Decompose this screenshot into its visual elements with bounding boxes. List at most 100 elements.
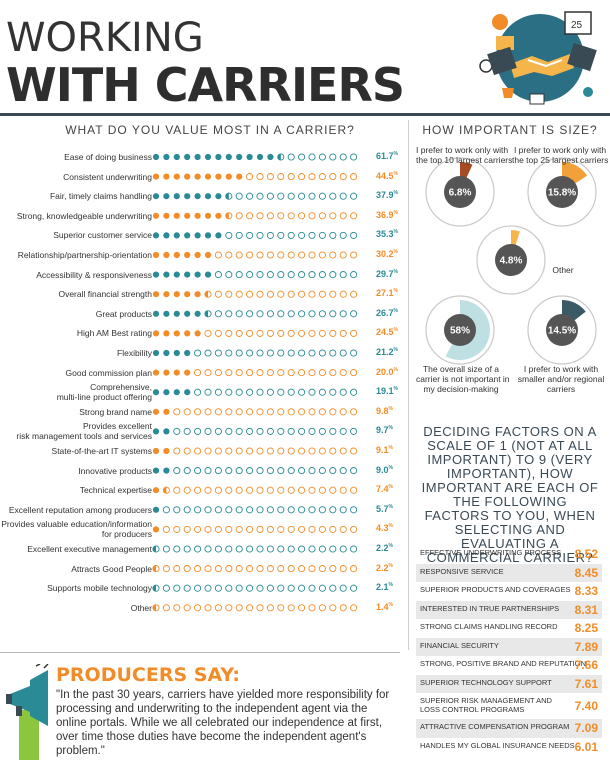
value-dot <box>287 486 295 494</box>
title-line-2: WITH CARRIERS <box>6 58 405 112</box>
value-dot <box>184 349 191 357</box>
producers-divider <box>0 652 400 653</box>
value-dot <box>246 231 254 239</box>
value-dot <box>339 271 347 279</box>
value-dot <box>277 369 285 377</box>
value-dot <box>194 427 202 435</box>
category-label: Flexibility <box>117 348 152 358</box>
category-label: Superior customer service <box>53 230 152 241</box>
value-dot-half <box>152 565 156 572</box>
value-dot <box>256 290 264 298</box>
value-dot <box>152 153 160 161</box>
value-dot <box>214 310 222 318</box>
value-label: 44.5% <box>376 170 398 181</box>
value-dot <box>246 486 254 494</box>
value-dot <box>339 388 347 396</box>
value-dot <box>329 231 337 239</box>
value-dot <box>329 604 337 612</box>
value-dot <box>308 447 316 455</box>
factor-row: HANDLES MY GLOBAL INSURANCE NEEDS 6.01 <box>416 738 602 757</box>
value-dot <box>256 545 264 553</box>
value-dot <box>214 251 222 259</box>
value-dot <box>318 584 326 592</box>
size-pie-charts: 6.8% 15.8% 4.8% 58% 14.5% <box>425 157 597 365</box>
value-dot <box>298 447 306 455</box>
factor-row: SUPERIOR RISK MANAGEMENT AND LOSS CONTRO… <box>416 693 602 719</box>
value-dot <box>152 447 160 455</box>
value-dot <box>214 329 222 337</box>
value-dot <box>318 565 326 573</box>
category-label: Excellent executive management <box>27 544 152 554</box>
value-dot <box>277 565 285 573</box>
factor-label: STRONG CLAIMS HANDLING RECORD <box>420 622 558 631</box>
value-dot <box>184 212 191 219</box>
value-dot <box>339 192 347 200</box>
value-dot <box>266 506 274 514</box>
value-dot <box>225 486 233 494</box>
value-dot <box>256 467 264 475</box>
category-label: Supports mobile technology <box>47 583 152 594</box>
value-dot <box>287 369 295 377</box>
value-dot <box>214 584 222 592</box>
value-dot <box>225 525 233 533</box>
value-dot <box>256 349 264 357</box>
factor-row: FINANCIAL SECURITY 7.89 <box>416 637 602 656</box>
value-dot <box>287 310 295 318</box>
value-dot <box>194 212 201 219</box>
value-dot <box>308 467 316 475</box>
value-dot <box>256 565 264 573</box>
value-dot <box>184 330 191 337</box>
value-dot <box>194 506 202 514</box>
factor-score: 7.66 <box>574 658 598 673</box>
value-dot <box>267 153 274 161</box>
value-dot <box>173 427 181 435</box>
value-dot <box>298 369 306 377</box>
value-dot <box>287 212 295 220</box>
value-dot <box>235 525 243 533</box>
value-dot <box>173 389 180 396</box>
value-dot <box>163 212 170 219</box>
value-dot <box>287 173 295 181</box>
category-label: Innovative products <box>78 465 152 476</box>
size-pie: 15.8% <box>527 157 597 227</box>
value-dot <box>308 388 316 396</box>
pie-caption: I prefer to work only with the top 25 la… <box>512 145 609 165</box>
value-dot <box>235 584 243 592</box>
value-dot <box>339 310 347 318</box>
value-dot <box>194 604 202 612</box>
value-dot <box>339 447 347 455</box>
category-label: Strong brand name <box>79 406 152 417</box>
value-dot <box>329 153 337 161</box>
value-dot <box>163 389 170 396</box>
category-label: Provides excellent risk management tools… <box>16 421 152 442</box>
value-dot <box>152 173 160 180</box>
value-dot <box>350 467 358 475</box>
size-pie: 14.5% <box>527 295 597 365</box>
value-dot <box>204 349 212 357</box>
value-dot <box>277 427 285 435</box>
value-dot <box>163 310 170 317</box>
value-dot <box>339 467 347 475</box>
value-dot <box>162 604 170 612</box>
value-dot <box>194 251 201 259</box>
factor-label: ATTRACTIVE COMPENSATION PROGRAM <box>420 722 570 731</box>
value-dot <box>235 192 243 200</box>
value-label: 2.1% <box>376 582 393 593</box>
value-dot <box>204 565 212 573</box>
value-dot <box>246 153 253 161</box>
value-dot <box>308 192 316 200</box>
value-dot <box>194 408 202 416</box>
category-label: Comprehensive, multi-line product offeri… <box>56 382 152 403</box>
value-dot <box>225 506 233 514</box>
value-dot <box>318 545 326 553</box>
value-dot <box>266 251 274 259</box>
value-dot <box>277 173 285 181</box>
value-dot <box>318 486 326 494</box>
value-dot <box>318 467 326 475</box>
value-dot <box>204 447 212 455</box>
value-dot <box>350 486 358 494</box>
value-dot <box>277 271 285 279</box>
value-dot <box>204 388 212 396</box>
value-label: 9.8% <box>376 405 393 416</box>
value-dot <box>266 525 274 533</box>
